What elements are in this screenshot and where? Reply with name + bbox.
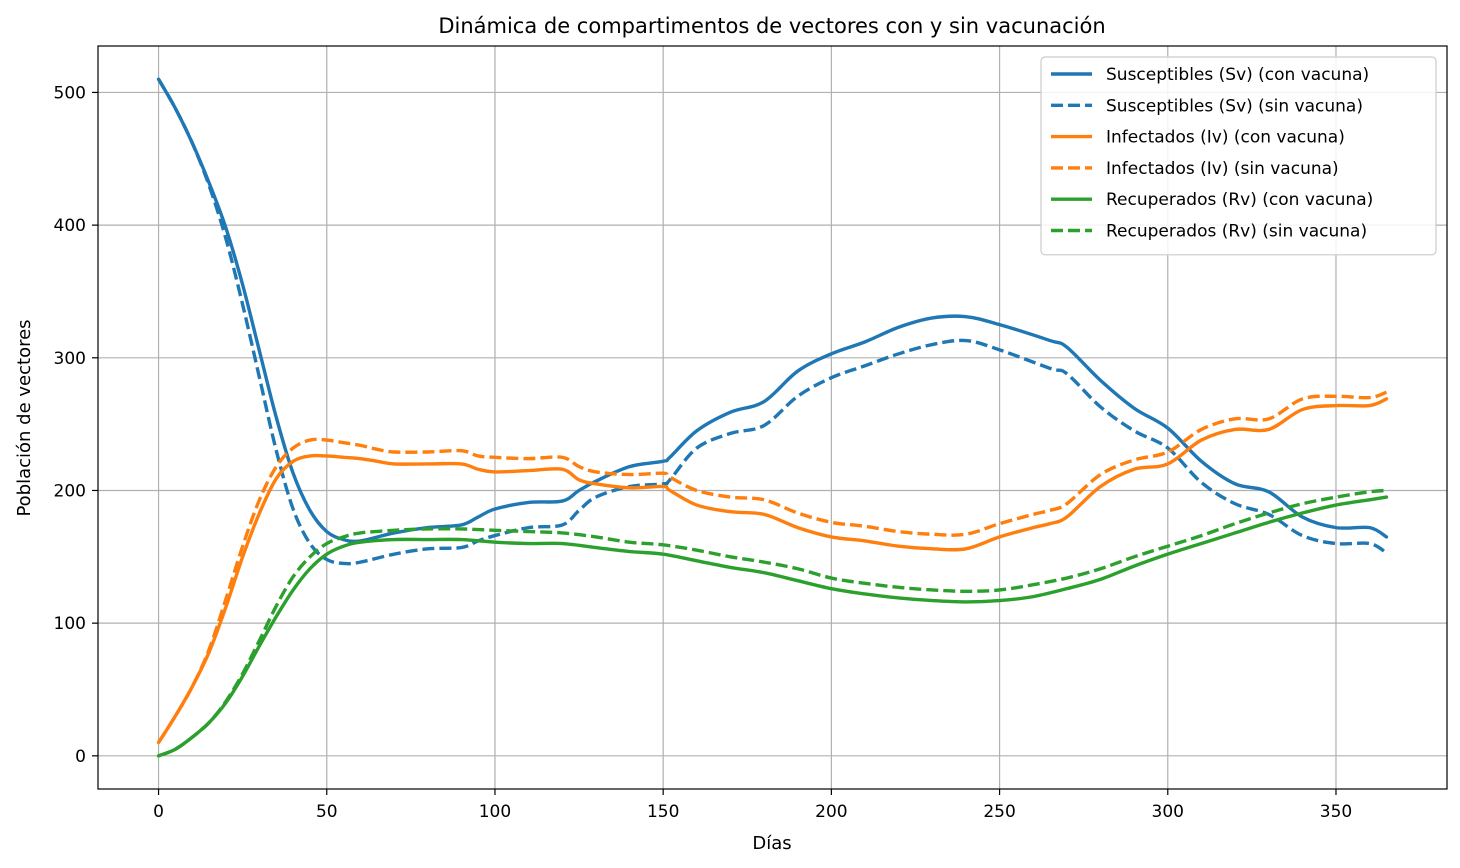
plot-frame	[97, 45, 1448, 790]
chart-title: Dinámica de compartimentos de vectores c…	[438, 14, 1105, 38]
legend-label: Infectados (Iv) (con vacuna)	[1106, 128, 1345, 148]
series-line-infectados-iv-con-vacuna	[156, 397, 1389, 745]
y-tick-label: 500	[54, 83, 86, 103]
series-line-infectados-iv-sin-vacuna	[157, 390, 1388, 744]
x-tick-label: 250	[983, 802, 1015, 822]
series-line-recuperados-rv-con-vacuna	[156, 495, 1389, 758]
legend-label: Susceptibles (Sv) (con vacuna)	[1106, 65, 1369, 85]
series-line-recuperados-rv-sin-vacuna	[157, 488, 1387, 758]
y-axis-label: Población de vectores	[14, 319, 35, 516]
plot-lines	[156, 77, 1389, 758]
series-line-susceptibles-sv-con-vacuna	[156, 77, 1389, 544]
series-line-susceptibles-sv-sin-vacuna	[157, 78, 1388, 566]
x-tick-label: 100	[479, 802, 511, 822]
x-tick-label: 50	[316, 802, 338, 822]
x-tick-label: 150	[647, 802, 679, 822]
x-tick-label: 200	[815, 802, 847, 822]
y-tick-label: 200	[54, 481, 86, 501]
legend-label: Recuperados (Rv) (con vacuna)	[1106, 190, 1373, 210]
legend-box	[1040, 56, 1437, 256]
legend: Susceptibles (Sv) (con vacuna) Susceptibl…	[1040, 56, 1437, 256]
x-tick-label: 300	[1152, 802, 1184, 822]
axis-ticks: 0 50 100 150 200 250 300 350 0 100 200 300 400 500	[54, 83, 1353, 822]
legend-label: Recuperados (Rv) (sin vacuna)	[1106, 222, 1367, 242]
y-tick-label: 400	[54, 216, 86, 236]
x-tick-label: 0	[153, 802, 164, 822]
y-tick-label: 300	[54, 349, 86, 369]
y-tick-label: 0	[75, 747, 86, 767]
legend-label: Infectados (Iv) (sin vacuna)	[1106, 159, 1339, 179]
y-tick-label: 100	[54, 614, 86, 634]
x-tick-label: 350	[1320, 802, 1352, 822]
x-axis-label: Días	[752, 833, 791, 854]
legend-label: Susceptibles (Sv) (sin vacuna)	[1106, 96, 1363, 116]
